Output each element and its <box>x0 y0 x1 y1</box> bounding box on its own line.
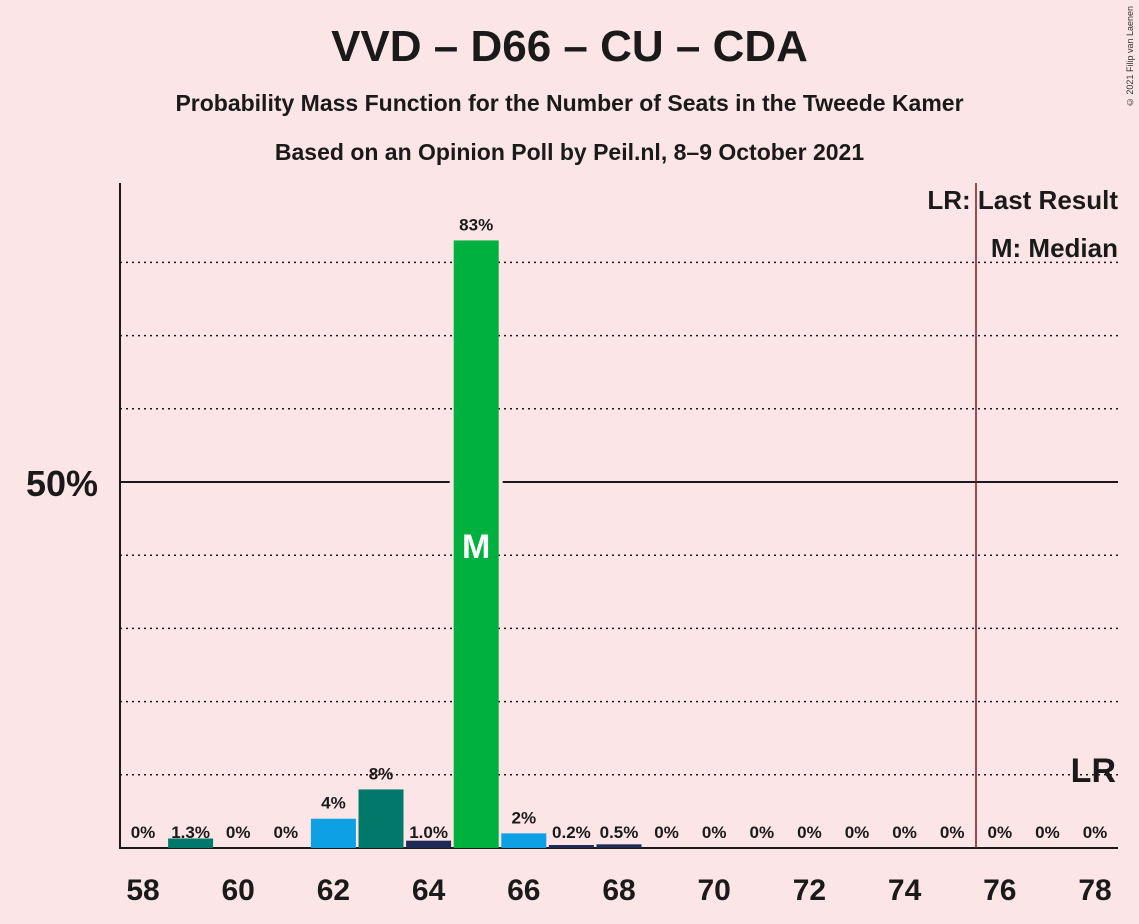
y-tick-label: 50% <box>26 463 98 504</box>
bar-label-60: 0% <box>226 823 251 842</box>
median-marker: M <box>462 528 490 566</box>
x-tick-label-74: 74 <box>888 874 922 907</box>
chart-title: VVD – D66 – CU – CDA <box>331 22 808 71</box>
bar-64 <box>406 840 452 848</box>
x-tick-label-66: 66 <box>507 874 540 907</box>
bar-label-62: 4% <box>321 794 346 813</box>
x-tick-label-60: 60 <box>222 874 255 907</box>
bar-label-63: 8% <box>369 764 394 783</box>
bar-label-76: 0% <box>988 823 1013 842</box>
last-result-marker: LR <box>1071 752 1116 790</box>
bar-label-72: 0% <box>797 823 822 842</box>
bar-62 <box>310 818 356 848</box>
bar-label-65: 83% <box>459 215 493 234</box>
bar-label-74: 0% <box>892 823 917 842</box>
bar-label-61: 0% <box>274 823 299 842</box>
bar-63 <box>358 789 404 848</box>
x-tick-label-68: 68 <box>602 874 635 907</box>
chart-subtitle-source: Based on an Opinion Poll by Peil.nl, 8–9… <box>274 139 865 165</box>
legend-last-result: LR: Last Result <box>927 185 1118 215</box>
bar-label-69: 0% <box>654 823 679 842</box>
bar-68 <box>596 844 642 848</box>
bar-65 <box>453 240 499 848</box>
bar-label-73: 0% <box>845 823 870 842</box>
bar-label-77: 0% <box>1035 823 1060 842</box>
bar-label-78: 0% <box>1083 823 1108 842</box>
bar-label-67: 0.2% <box>552 823 591 842</box>
x-tick-label-72: 72 <box>793 874 826 907</box>
bar-label-64: 1.0% <box>409 823 448 842</box>
x-tick-label-78: 78 <box>1078 874 1111 907</box>
bar-label-70: 0% <box>702 823 727 842</box>
bar-label-68: 0.5% <box>600 823 639 842</box>
x-tick-label-58: 58 <box>126 874 159 907</box>
bar-label-66: 2% <box>512 808 537 827</box>
bar-66 <box>501 833 547 848</box>
bar-67 <box>548 845 594 848</box>
bar-label-71: 0% <box>750 823 775 842</box>
legend-median: M: Median <box>991 233 1118 263</box>
x-tick-label-62: 62 <box>317 874 350 907</box>
bar-label-75: 0% <box>940 823 965 842</box>
x-tick-label-64: 64 <box>412 874 446 907</box>
bar-label-58: 0% <box>131 823 156 842</box>
bar-label-59: 1.3% <box>171 823 210 842</box>
x-tick-label-76: 76 <box>983 874 1016 907</box>
bar-59 <box>168 838 214 848</box>
x-tick-label-70: 70 <box>698 874 731 907</box>
chart-subtitle: Probability Mass Function for the Number… <box>175 90 964 116</box>
